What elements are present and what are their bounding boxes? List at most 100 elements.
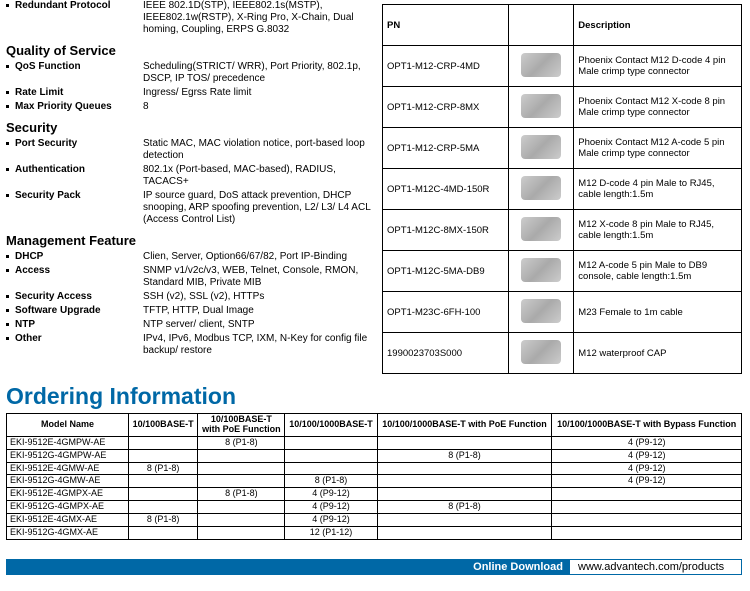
spec-value: SNMP v1/v2c/v3, WEB, Telnet, Console, RM… xyxy=(143,265,376,289)
spec-value: Ingress/ Egrss Rate limit xyxy=(143,87,376,99)
spec-section-management: Management Feature DHCPClien, Server, Op… xyxy=(6,233,376,357)
connector-icon xyxy=(521,94,561,118)
spec-row: QoS FunctionScheduling(STRICT/ WRR), Por… xyxy=(6,61,376,85)
spec-row: NTPNTP server/ client, SNTP xyxy=(6,319,376,331)
pn-cell: OPT1-M12C-8MX-150R xyxy=(383,210,509,251)
cell xyxy=(377,514,552,527)
header-desc: Description xyxy=(574,5,742,46)
section-title: Security xyxy=(6,120,376,135)
cell xyxy=(129,475,198,488)
cell: 8 (P1-8) xyxy=(377,449,552,462)
header-c3: 10/100/1000BASE-T xyxy=(285,414,377,437)
table-row: EKI-9512G-4GMX-AE12 (P1-12) xyxy=(7,527,742,540)
download-label: Online Download xyxy=(473,561,569,573)
spec-label: Access xyxy=(15,265,143,277)
bullet-icon xyxy=(6,142,9,145)
pn-cell: OPT1-M12-CRP-4MD xyxy=(383,46,509,87)
table-row: 1990023703S000M12 waterproof CAP xyxy=(383,333,742,374)
model-name: EKI-9512G-4GMPW-AE xyxy=(7,449,129,462)
product-image xyxy=(509,251,574,292)
spec-row: Security AccessSSH (v2), SSL (v2), HTTPs xyxy=(6,291,376,303)
cell xyxy=(552,488,742,501)
cell: 8 (P1-8) xyxy=(129,514,198,527)
spec-row: AccessSNMP v1/v2c/v3, WEB, Telnet, Conso… xyxy=(6,265,376,289)
cell xyxy=(285,449,377,462)
cell: 4 (P9-12) xyxy=(552,462,742,475)
spec-label: Security Access xyxy=(15,291,143,303)
spec-value: SSH (v2), SSL (v2), HTTPs xyxy=(143,291,376,303)
table-row: EKI-9512G-4GMW-AE8 (P1-8)4 (P9-12) xyxy=(7,475,742,488)
spec-row: Security PackIP source guard, DoS attack… xyxy=(6,190,376,226)
table-row: OPT1-M23C-6FH-100 M23 Female to 1m cable xyxy=(383,292,742,333)
spec-value: Static MAC, MAC violation notice, port-b… xyxy=(143,138,376,162)
spec-row: Redundant Protocol IEEE 802.1D(STP), IEE… xyxy=(6,0,376,36)
cell: 4 (P9-12) xyxy=(285,488,377,501)
cell xyxy=(129,436,198,449)
specs-column: Redundant Protocol IEEE 802.1D(STP), IEE… xyxy=(6,0,376,359)
download-bar: Online Download www.advantech.com/produc… xyxy=(6,559,742,575)
spec-label: Authentication xyxy=(15,164,143,176)
spec-row: DHCPClien, Server, Option66/67/82, Port … xyxy=(6,251,376,263)
spec-label: Redundant Protocol xyxy=(15,0,143,12)
cable-icon xyxy=(521,258,561,282)
spec-label: QoS Function xyxy=(15,61,143,73)
cell: 4 (P9-12) xyxy=(552,449,742,462)
cell: 8 (P1-8) xyxy=(198,436,285,449)
cell xyxy=(129,527,198,540)
bullet-icon xyxy=(6,91,9,94)
model-name: EKI-9512E-4GMPW-AE xyxy=(7,436,129,449)
cable-icon xyxy=(521,176,561,200)
table-row: OPT1-M12C-8MX-150R M12 X-code 8 pin Male … xyxy=(383,210,742,251)
table-row: EKI-9512G-4GMPX-AE4 (P9-12)8 (P1-8) xyxy=(7,501,742,514)
desc-cell: M12 A-code 5 pin Male to DB9 console, ca… xyxy=(574,251,742,292)
desc-cell: M23 Female to 1m cable xyxy=(574,292,742,333)
bullet-icon xyxy=(6,323,9,326)
header-pn: PN xyxy=(383,5,509,46)
cell: 8 (P1-8) xyxy=(377,501,552,514)
product-image xyxy=(509,46,574,87)
spec-row: Software UpgradeTFTP, HTTP, Dual Image xyxy=(6,305,376,317)
ordering-table: Model Name 10/100BASE-T 10/100BASE-T wit… xyxy=(6,413,742,540)
header-c4: 10/100/1000BASE-T with PoE Function xyxy=(377,414,552,437)
table-row: OPT1-M12C-5MA-DB9M12 A-code 5 pin Male t… xyxy=(383,251,742,292)
pn-cell: OPT1-M23C-6FH-100 xyxy=(383,292,509,333)
header-model: Model Name xyxy=(7,414,129,437)
spec-label: Port Security xyxy=(15,138,143,150)
model-name: EKI-9512G-4GMX-AE xyxy=(7,527,129,540)
spec-value: Clien, Server, Option66/67/82, Port IP-B… xyxy=(143,251,376,263)
pn-table: PN Description OPT1-M12-CRP-4MD Phoenix C… xyxy=(382,4,742,374)
table-row: EKI-9512G-4GMPW-AE 8 (P1-8)4 (P9-12) xyxy=(7,449,742,462)
cell xyxy=(285,436,377,449)
connector-icon xyxy=(521,135,561,159)
bullet-icon xyxy=(6,295,9,298)
cell xyxy=(198,462,285,475)
cell: 4 (P9-12) xyxy=(552,436,742,449)
spec-value: Scheduling(STRICT/ WRR), Port Priority, … xyxy=(143,61,376,85)
cell xyxy=(129,501,198,514)
desc-cell: M12 X-code 8 pin Male to RJ45, cable len… xyxy=(574,210,742,251)
spec-value: IPv4, IPv6, Modbus TCP, IXM, N-Key for c… xyxy=(143,333,376,357)
connector-icon xyxy=(521,53,561,77)
cap-icon xyxy=(521,340,561,364)
header-img xyxy=(509,5,574,46)
product-image xyxy=(509,292,574,333)
spec-label: Security Pack xyxy=(15,190,143,202)
download-url[interactable]: www.advantech.com/products xyxy=(569,559,742,575)
product-image xyxy=(509,128,574,169)
header-c5: 10/100/1000BASE-T with Bypass Function xyxy=(552,414,742,437)
cell: 8 (P1-8) xyxy=(129,462,198,475)
model-name: EKI-9512G-4GMW-AE xyxy=(7,475,129,488)
bullet-icon xyxy=(6,168,9,171)
pn-cell: OPT1-M12C-4MD-150R xyxy=(383,169,509,210)
desc-cell: Phoenix Contact M12 D-code 4 pin Male cr… xyxy=(574,46,742,87)
spec-row: Authentication802.1x (Port-based, MAC-ba… xyxy=(6,164,376,188)
table-row: EKI-9512E-4GMX-AE8 (P1-8)4 (P9-12) xyxy=(7,514,742,527)
spec-value: NTP server/ client, SNTP xyxy=(143,319,376,331)
product-image xyxy=(509,210,574,251)
bullet-icon xyxy=(6,65,9,68)
spec-value: 8 xyxy=(143,101,376,113)
spec-value: TFTP, HTTP, Dual Image xyxy=(143,305,376,317)
cell xyxy=(552,527,742,540)
spec-value: IEEE 802.1D(STP), IEEE802.1s(MSTP), IEEE… xyxy=(143,0,376,36)
cable-icon xyxy=(521,217,561,241)
